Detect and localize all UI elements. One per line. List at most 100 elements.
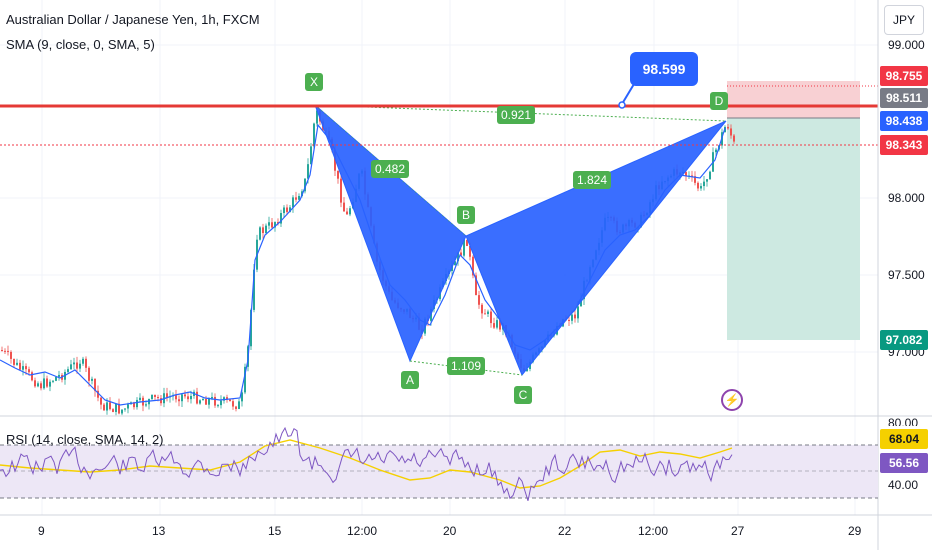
candle-body <box>727 126 729 129</box>
candle-body <box>241 392 243 402</box>
ratio-label-abc[interactable]: 1.109 <box>447 357 485 375</box>
ratio-label-xad[interactable]: 0.921 <box>497 106 535 124</box>
candle-body <box>214 396 216 406</box>
candle-body <box>463 239 465 256</box>
pattern-point-c[interactable]: C <box>514 386 532 404</box>
candle-body <box>28 369 30 373</box>
candle-body <box>706 179 708 182</box>
time-axis-label: 15 <box>268 524 282 538</box>
rsi-axis-label: 40.00 <box>888 478 919 492</box>
symbol-title[interactable]: Australian Dollar / Japanese Yen, 1h, FX… <box>6 12 260 27</box>
candle-body <box>199 400 201 404</box>
candle-body <box>118 403 120 414</box>
candle-body <box>145 404 147 406</box>
candle-body <box>487 311 489 314</box>
price-tag-entry: 98.511 <box>880 88 928 108</box>
ratio-label-xab[interactable]: 0.482 <box>371 160 409 178</box>
candle-body <box>10 351 12 359</box>
time-axis-label: 27 <box>731 524 745 538</box>
candle-body <box>457 252 459 262</box>
candle-body <box>493 323 495 328</box>
pattern-point-d[interactable]: D <box>710 92 728 110</box>
candle-body <box>286 207 288 212</box>
candle-body <box>268 222 270 226</box>
price-axis-label: 99.000 <box>888 38 925 52</box>
pattern-point-x[interactable]: X <box>305 73 323 91</box>
candle-body <box>103 404 105 411</box>
candle-body <box>88 367 90 381</box>
pattern-point-a[interactable]: A <box>401 371 419 389</box>
pattern-point-b[interactable]: B <box>457 206 475 224</box>
candle-body <box>715 149 717 153</box>
candle-body <box>46 378 48 387</box>
candle-body <box>685 172 687 176</box>
currency-button[interactable]: JPY <box>884 5 924 35</box>
candle-body <box>184 394 186 397</box>
sma-indicator-label[interactable]: SMA (9, close, 0, SMA, 5) <box>6 37 155 52</box>
candle-body <box>484 313 486 315</box>
candle-body <box>55 376 57 381</box>
candle-body <box>304 178 306 192</box>
candle-body <box>121 409 123 414</box>
candle-body <box>478 295 480 305</box>
candle-body <box>733 135 735 142</box>
candle-body <box>100 397 102 405</box>
candle-body <box>466 239 468 246</box>
callout-pointer <box>618 83 635 109</box>
candle-body <box>85 358 87 368</box>
candle-body <box>76 362 78 369</box>
candle-body <box>136 399 138 408</box>
rsi-indicator-label[interactable]: RSI (14, close, SMA, 14, 2) <box>6 432 164 447</box>
candle-body <box>166 393 168 398</box>
candle-body <box>91 378 93 381</box>
candle-body <box>37 383 39 387</box>
candle-body <box>31 372 33 381</box>
candle-body <box>70 364 72 370</box>
candle-body <box>568 319 570 321</box>
candle-body <box>349 208 351 215</box>
candle-body <box>79 363 81 369</box>
candle-body <box>238 401 240 409</box>
candle-body <box>67 369 69 372</box>
price-tag-last: 98.343 <box>880 135 928 155</box>
candle-body <box>343 202 345 212</box>
candle-body <box>316 110 318 124</box>
candle-body <box>454 261 456 266</box>
candle-body <box>217 405 219 407</box>
candle-body <box>7 350 9 352</box>
harmonic-pattern-bcd <box>465 120 727 376</box>
candle-body <box>97 390 99 398</box>
candle-body <box>175 395 177 400</box>
candle-body <box>40 383 42 389</box>
candle-body <box>4 350 6 352</box>
candle-body <box>139 397 141 400</box>
candle-body <box>223 397 225 401</box>
candle-body <box>1 350 3 351</box>
candle-body <box>571 314 573 321</box>
time-axis-label: 9 <box>38 524 45 538</box>
time-axis-label: 13 <box>152 524 166 538</box>
price-callout[interactable]: 98.599 <box>630 52 698 86</box>
candle-body <box>490 311 492 324</box>
candle-body <box>496 320 498 328</box>
candle-body <box>187 396 189 400</box>
candle-body <box>232 401 234 407</box>
candle-body <box>190 395 192 400</box>
ratio-label-bcd[interactable]: 1.824 <box>573 171 611 189</box>
candle-body <box>337 170 339 179</box>
lightning-icon[interactable]: ⚡ <box>721 389 743 411</box>
candle-body <box>262 227 264 234</box>
candle-body <box>250 309 252 347</box>
candle-body <box>280 213 282 224</box>
candle-body <box>283 207 285 214</box>
candle-body <box>340 178 342 203</box>
candle-body <box>73 362 75 365</box>
candle-body <box>226 397 228 400</box>
candle-body <box>25 366 27 370</box>
candle-body <box>499 320 501 330</box>
rsi-ma-line <box>0 439 733 489</box>
time-axis-label: 22 <box>558 524 572 538</box>
candle-body <box>22 366 24 370</box>
rsi-band <box>0 445 878 498</box>
